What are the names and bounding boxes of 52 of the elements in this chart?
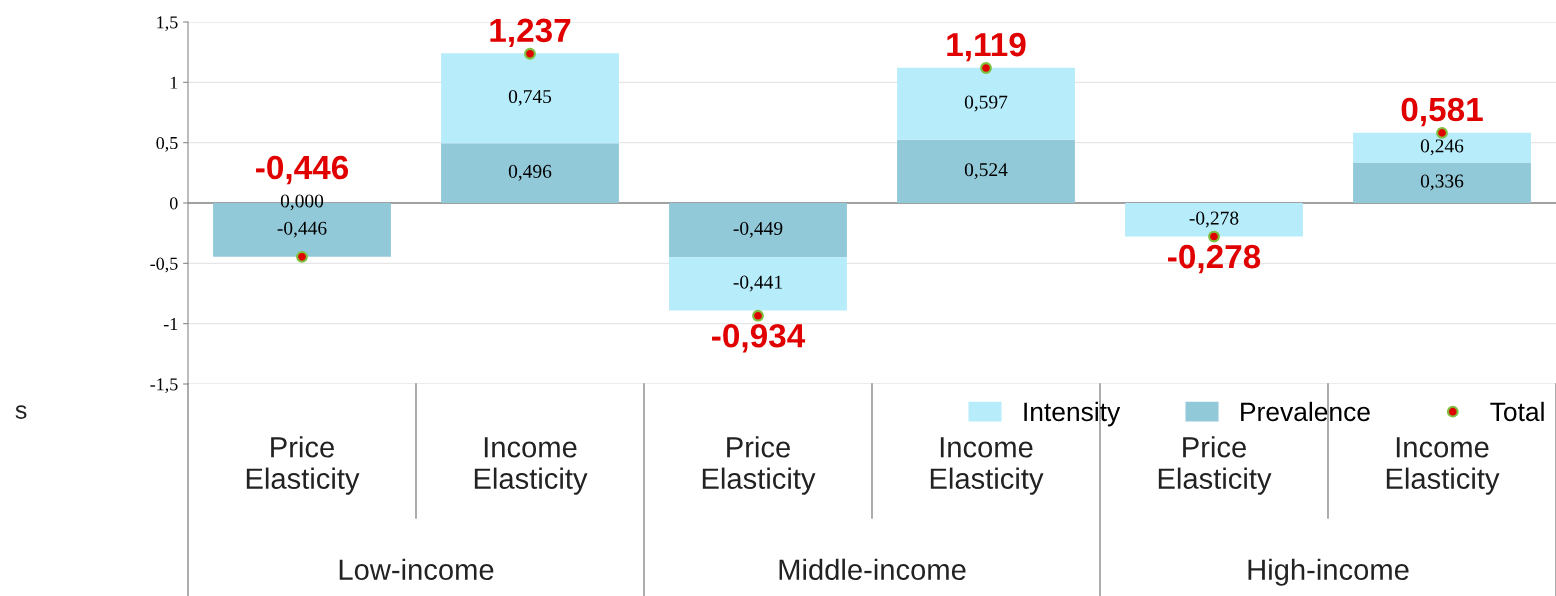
y-tick-label: -0,5: [150, 257, 178, 273]
y-tick-label: -1,5: [150, 378, 178, 394]
data-label: 0,524: [964, 163, 1008, 180]
data-label: -0,449: [733, 221, 783, 238]
point: [1436, 126, 1448, 139]
text: High-income: [1248, 558, 1409, 586]
y-tick-label: 1: [170, 76, 178, 89]
bar: [669, 203, 847, 258]
data-label: -0,278: [1168, 244, 1261, 274]
x-tick-label: Income Elasticity: [474, 437, 588, 495]
point: [296, 250, 308, 263]
bar: [441, 143, 619, 203]
x-tick-label: Price Elasticity: [702, 436, 816, 495]
data-label: 0,745: [508, 89, 552, 106]
point: [752, 309, 764, 322]
y-tick-label: 0,5: [156, 136, 178, 152]
legend-label: Intensity: [1024, 401, 1121, 427]
x-tick-label: Price Elasticity: [246, 436, 360, 495]
bar: [669, 257, 847, 311]
data-label: -0,446: [256, 155, 349, 185]
text: Middle-income: [779, 558, 966, 581]
data-label: 0,597: [964, 95, 1008, 112]
y-axis-title: s: [15, 405, 27, 419]
point: [1208, 230, 1220, 243]
data-label: 1,237: [490, 18, 571, 47]
x-tick-label: Income Elasticity: [930, 437, 1044, 495]
data-label: 0,336: [1420, 174, 1464, 191]
y-tick-label: -1: [163, 318, 178, 330]
y-tick-label: 0: [169, 197, 178, 210]
y-tick-label: 1,5: [157, 16, 178, 32]
data-label: 0,000: [280, 194, 324, 211]
legend-label: Prevalence: [1241, 401, 1370, 422]
point: [980, 62, 992, 74]
bar: [897, 67, 1075, 140]
data-label: 0,496: [508, 164, 552, 181]
data-label: 1,119: [947, 32, 1026, 62]
data-label: -0,278: [1189, 211, 1239, 228]
x-tick-label: Price Elasticity: [1158, 436, 1272, 495]
x-tick-label: Income Elasticity: [1386, 437, 1500, 495]
data-label: -0,446: [277, 221, 327, 238]
data-label: 0,581: [1401, 97, 1483, 127]
bar: [441, 53, 619, 144]
data-label: -0,441: [733, 275, 782, 292]
data-label: -0,934: [712, 323, 806, 353]
bar: [1353, 132, 1531, 163]
data-label: 0,246: [1420, 139, 1464, 156]
bar: [1353, 162, 1531, 203]
point: [524, 47, 536, 60]
text: Low-income: [339, 558, 494, 581]
bar: [897, 139, 1075, 203]
bar: [1125, 203, 1303, 237]
legend-label: Total: [1490, 401, 1544, 422]
